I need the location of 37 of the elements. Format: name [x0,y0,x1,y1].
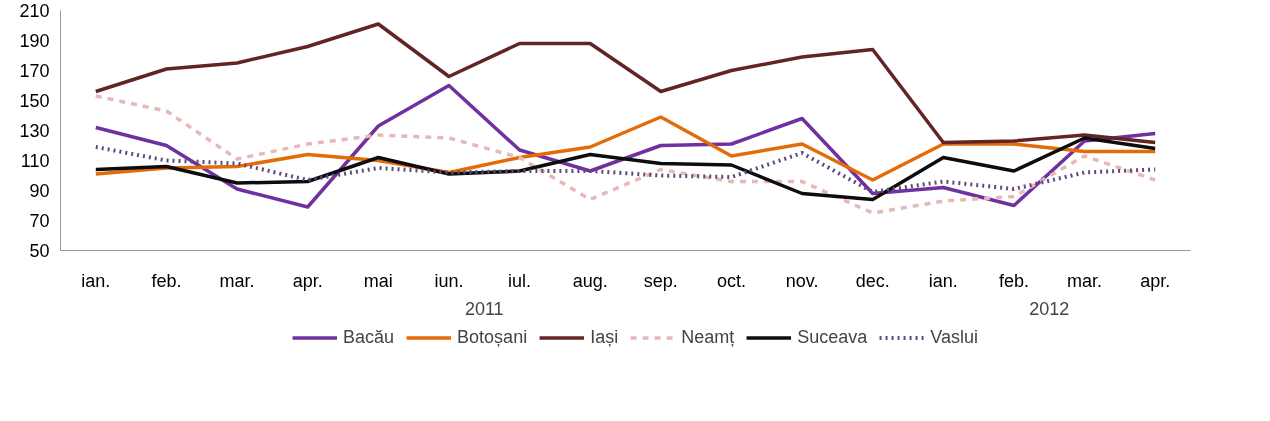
legend-label: Vaslui [930,326,978,348]
x-tick-label: aug. [572,270,608,291]
text: 2012 [1029,298,1070,319]
x-tick-label: apr. [1140,270,1171,291]
legend-label: Neamț [681,326,735,348]
y-tick-label: 190 [19,31,50,51]
x-tick-label: feb. [151,270,182,291]
x-tick-label: dec. [855,270,890,291]
y-tick-label: 110 [20,151,50,171]
y-tick-label: 150 [19,91,50,111]
y-tick-label: 130 [19,121,50,141]
y-tick-label: 50 [29,241,50,261]
x-tick-label: oct. [716,270,746,291]
y-tick-label: 70 [29,211,50,231]
x-tick-label: apr. [292,270,323,291]
x-tick-label: nov. [785,270,819,291]
line-series [94,22,1157,145]
line-series [93,145,1158,194]
line-series [94,115,1157,182]
x-tick-label: mar. [219,270,255,291]
x-tick-label: iul. [508,270,532,291]
x-tick-label: ian. [81,270,111,291]
x-tick-label: mar. [1067,270,1103,291]
y-tick-label: 90 [29,181,50,201]
x-tick-label: sep. [643,270,678,291]
legend-label: Iași [590,326,619,348]
x-tick-label: feb. [998,270,1029,291]
x-tick-label: mai [363,270,393,291]
y-tick-label: 210 [19,1,50,21]
line-series [94,136,1157,202]
text: 2011 [464,298,504,319]
x-tick-label: iun. [434,270,464,291]
legend-label: Bacău [343,326,395,348]
legend-label: Botoșani [457,326,528,348]
x-tick-label: ian. [928,270,958,291]
y-tick-label: 170 [19,61,50,81]
legend-label: Suceava [797,326,868,348]
